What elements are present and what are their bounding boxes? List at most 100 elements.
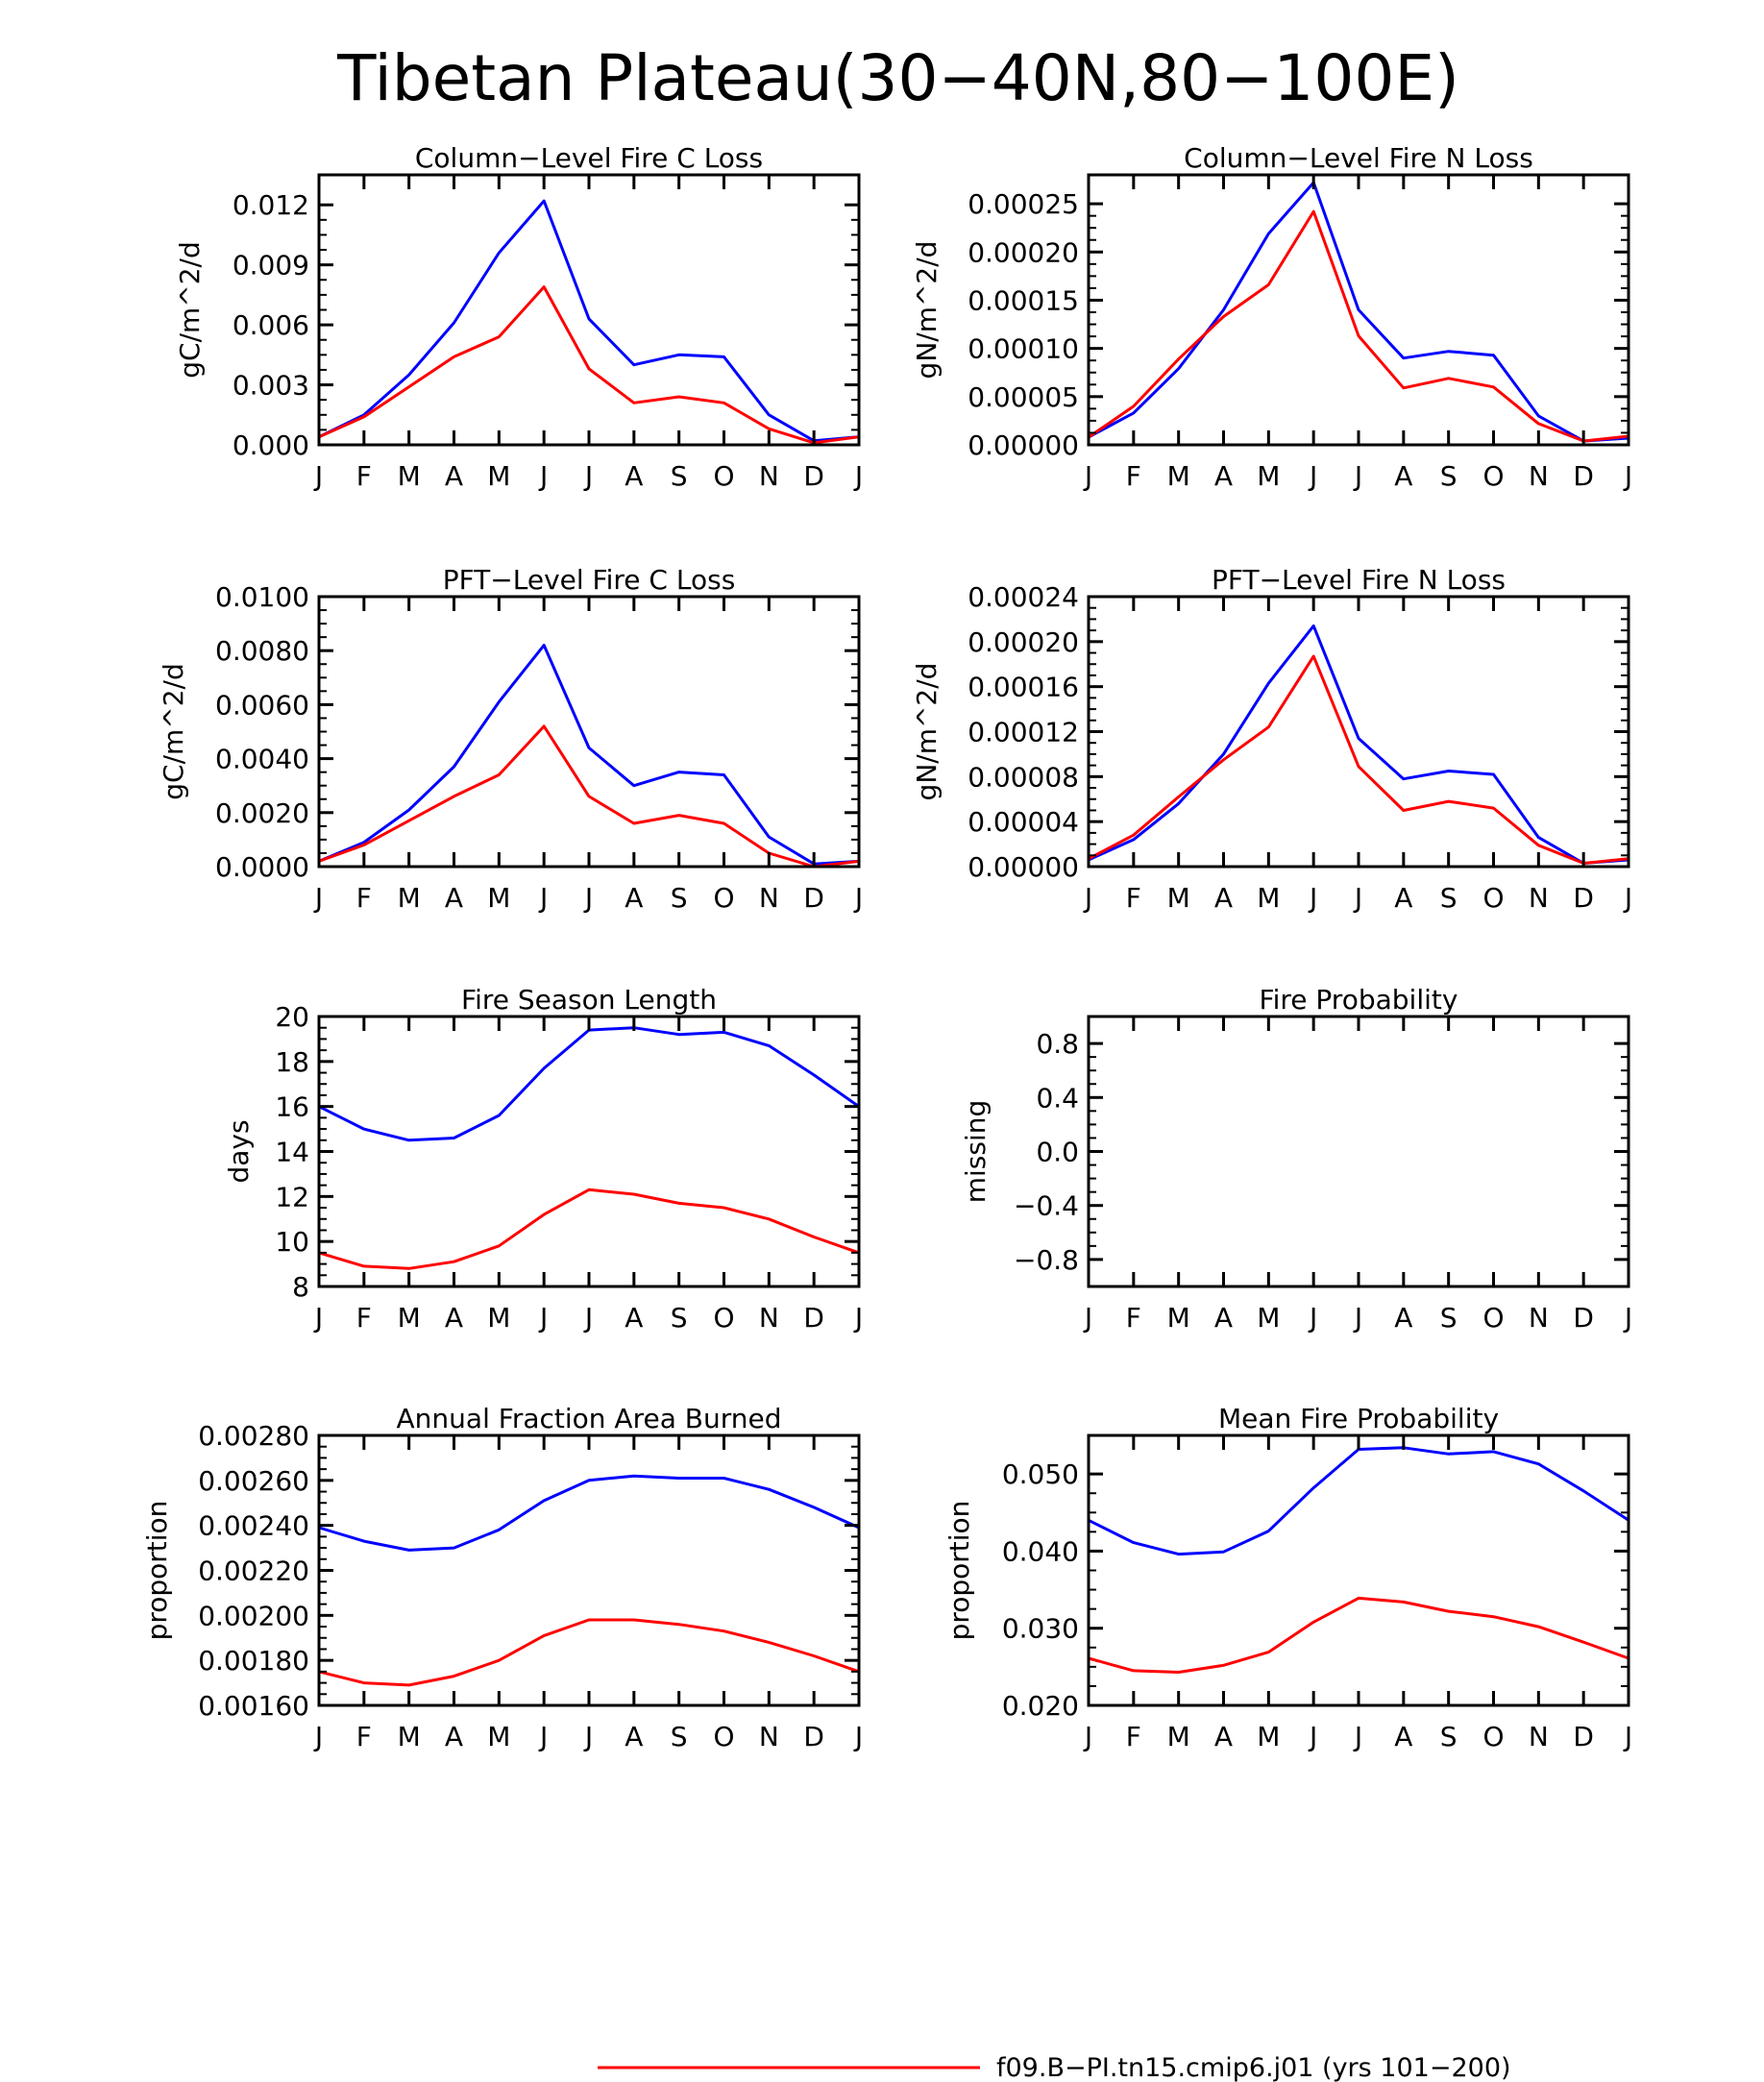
y-tick-label: 16 <box>275 1091 309 1123</box>
y-tick-label: 0.8 <box>1036 1028 1079 1060</box>
y-tick-label: 0.00005 <box>968 381 1079 413</box>
x-tick-label: M <box>1167 1721 1190 1752</box>
x-tick-label: M <box>1257 882 1280 914</box>
y-tick-label: 0.00000 <box>968 429 1079 461</box>
panel-6: J F M A M J J A S O N D J0.001600.001800.002000.0022… <box>141 1403 863 1752</box>
x-tick-label: A <box>445 1721 463 1752</box>
series-line-0 <box>318 1474 860 1552</box>
x-tick-label: S <box>1440 460 1458 492</box>
x-tick-label: F <box>356 1302 372 1334</box>
y-tick-label: 0.050 <box>1002 1458 1079 1490</box>
x-tick-label: O <box>1482 882 1504 914</box>
x-tick-label: S <box>671 460 688 492</box>
x-tick-label: A <box>1394 1302 1412 1334</box>
x-tick-label: D <box>803 460 824 492</box>
y-tick-label: 0.00012 <box>968 717 1079 748</box>
x-tick-label: F <box>356 1721 372 1752</box>
panel-0: J F M A M J J A S O N D J0.0000.0030.0060.0090.012Co… <box>174 142 863 492</box>
x-tick-label: A <box>1394 882 1412 914</box>
series-line-1 <box>318 1618 860 1687</box>
y-tick-label: 0.00280 <box>198 1420 309 1452</box>
x-tick-label: S <box>671 1302 688 1334</box>
x-tick-label: M <box>398 460 421 492</box>
x-tick-label: A <box>1214 1302 1233 1334</box>
y-tick-label: 0.012 <box>233 189 309 221</box>
y-tick-label: 18 <box>275 1046 309 1078</box>
y-tick-label: 14 <box>275 1137 309 1168</box>
x-tick-label: M <box>487 1302 510 1334</box>
y-axis-label: gC/m^2/d <box>158 663 189 800</box>
y-tick-label: 10 <box>275 1226 309 1258</box>
x-tick-label: J <box>583 882 593 914</box>
x-tick-label: S <box>671 1721 688 1752</box>
x-tick-label: N <box>759 882 779 914</box>
y-tick-label: 0.040 <box>1002 1535 1079 1567</box>
y-tick-label: 0.00024 <box>968 581 1079 613</box>
x-tick-label: J <box>1353 1302 1362 1334</box>
y-tick-label: 0.0080 <box>215 635 309 667</box>
x-tick-label: D <box>803 1302 824 1334</box>
panel-title: Column−Level Fire C Loss <box>415 142 763 174</box>
y-tick-label: 0.00000 <box>968 851 1079 883</box>
x-tick-label: O <box>713 1721 734 1752</box>
y-axis-label: gN/m^2/d <box>911 663 943 801</box>
x-tick-label: N <box>1529 460 1549 492</box>
x-tick-label: D <box>803 1721 824 1752</box>
y-tick-label: 0.0 <box>1036 1137 1079 1168</box>
y-tick-label: 0.00220 <box>198 1555 309 1587</box>
x-tick-label: J <box>1308 882 1317 914</box>
y-tick-label: −0.4 <box>1014 1190 1079 1222</box>
y-tick-label: 0.00004 <box>968 806 1079 838</box>
x-tick-label: M <box>398 1721 421 1752</box>
y-tick-label: 0.00010 <box>968 333 1079 365</box>
plot-frame <box>1087 595 1630 869</box>
y-tick-label: 0.0000 <box>215 851 309 883</box>
series-line-0 <box>318 1026 860 1142</box>
x-tick-label: A <box>1214 882 1233 914</box>
x-tick-label: F <box>1126 882 1141 914</box>
x-tick-label: M <box>487 882 510 914</box>
panel-title: Fire Probability <box>1260 984 1458 1016</box>
panel-title: PFT−Level Fire N Loss <box>1212 564 1506 596</box>
x-tick-label: A <box>1394 1721 1412 1752</box>
x-tick-label: O <box>713 460 734 492</box>
x-tick-label: A <box>625 460 643 492</box>
x-tick-label: F <box>356 460 372 492</box>
x-tick-label: S <box>1440 1302 1458 1334</box>
plot-frame <box>1087 1433 1630 1707</box>
series-line-1 <box>1088 654 1629 865</box>
figure-title: Tibetan Plateau(30−40N,80−100E) <box>336 41 1459 115</box>
x-tick-label: A <box>1394 460 1412 492</box>
y-axis-label: missing <box>960 1100 992 1204</box>
x-tick-label: A <box>445 460 463 492</box>
y-tick-label: 0.00015 <box>968 284 1079 316</box>
x-tick-label: M <box>1167 1302 1190 1334</box>
panel-title: Annual Fraction Area Burned <box>397 1403 782 1434</box>
legend-label-red: f09.B−PI.tn15.cmip6.j01 (yrs 101−200) <box>996 2053 1511 2082</box>
x-tick-label: A <box>625 1721 643 1752</box>
x-tick-label: A <box>445 882 463 914</box>
plot-frame <box>317 1433 861 1707</box>
x-tick-label: J <box>1308 1302 1317 1334</box>
panel-title: PFT−Level Fire C Loss <box>443 564 736 596</box>
y-tick-label: 20 <box>275 1001 309 1033</box>
x-tick-label: J <box>1308 460 1317 492</box>
y-axis-label: gN/m^2/d <box>911 241 943 380</box>
x-tick-label: M <box>1257 1721 1280 1752</box>
y-tick-label: 0.003 <box>233 370 309 402</box>
x-tick-label: O <box>713 1302 734 1334</box>
y-tick-label: 0.009 <box>233 250 309 282</box>
x-tick-label: A <box>625 882 643 914</box>
y-tick-label: 0.0060 <box>215 689 309 721</box>
x-tick-label: D <box>1573 1302 1594 1334</box>
y-tick-label: −0.8 <box>1014 1244 1079 1276</box>
x-tick-label: F <box>356 882 372 914</box>
x-tick-label: J <box>313 1721 323 1752</box>
x-tick-label: A <box>445 1302 463 1334</box>
x-tick-label: D <box>1573 460 1594 492</box>
x-tick-label: N <box>1529 882 1549 914</box>
x-tick-label: F <box>1126 1721 1141 1752</box>
plot-frame <box>1087 1015 1630 1288</box>
